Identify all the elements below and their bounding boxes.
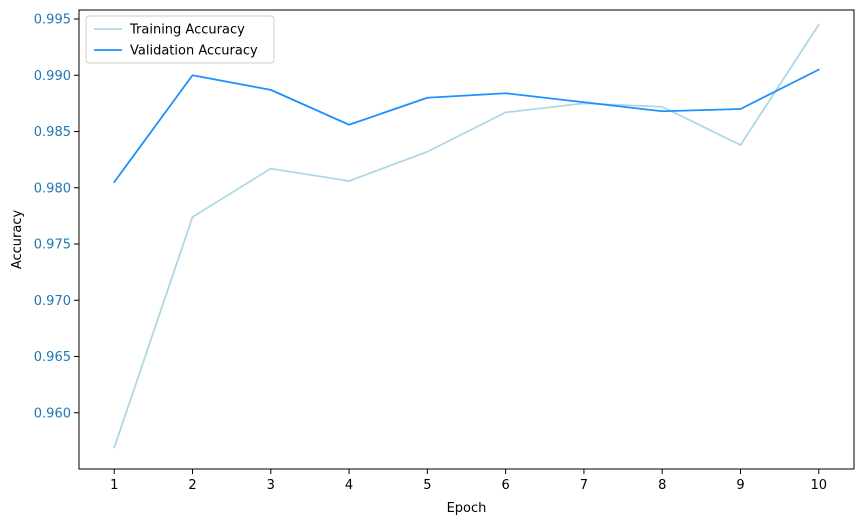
series-line-0 [113,23,820,449]
legend-label: Validation Accuracy [130,44,258,59]
y-tick-label: 0.980 [34,181,71,196]
x-tick-label: 4 [345,478,353,493]
x-tick-label: 10 [810,478,827,493]
x-axis-ticks: 1 2 3 4 5 6 7 8 9 10 [110,469,827,493]
x-tick-label: 6 [502,478,510,493]
x-axis-title: Epoch [447,501,487,516]
y-tick-label: 0.965 [34,350,71,365]
y-axis-title: Accuracy [10,210,25,270]
y-axis-ticks: 0.960 0.965 0.970 0.975 0.980 0.985 0.990 0.995 [34,13,79,421]
plot-frame [78,9,855,470]
x-tick-label: 2 [188,478,196,493]
series-line-1 [113,68,820,184]
y-tick-label: 0.985 [34,125,71,140]
x-tick-label: 9 [736,478,744,493]
y-tick-label: 0.990 [34,69,71,84]
legend-box [85,15,275,64]
plot-area [113,23,820,449]
y-tick-label: 0.975 [34,238,71,253]
x-tick-label: 1 [110,478,118,493]
x-tick-label: 7 [580,478,588,493]
x-tick-label: 5 [423,478,431,493]
legend-label: Training Accuracy [129,23,245,38]
y-tick-label: 0.960 [34,406,71,421]
x-tick-label: 3 [267,478,275,493]
y-tick-label: 0.970 [34,294,71,309]
y-tick-label: 0.995 [34,13,71,28]
x-tick-label: 8 [658,478,666,493]
legend: Training Accuracy Validation Accuracy [85,15,275,64]
